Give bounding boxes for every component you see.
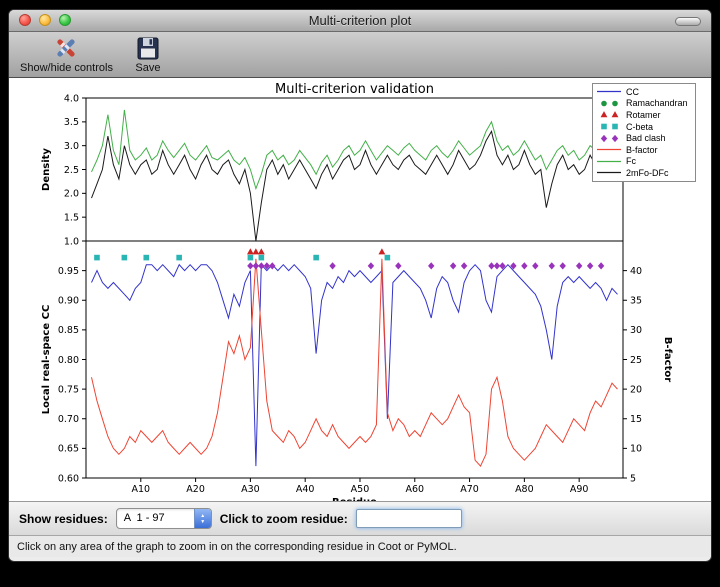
legend-entry: Bad clash	[596, 132, 692, 144]
svg-text:5: 5	[630, 473, 636, 484]
svg-text:1.0: 1.0	[64, 236, 79, 247]
svg-text:A80: A80	[515, 484, 534, 495]
svg-text:Density: Density	[41, 148, 52, 191]
svg-text:0.95: 0.95	[58, 266, 79, 277]
legend-label: Bad clash	[626, 133, 666, 144]
svg-text:0.65: 0.65	[58, 444, 79, 455]
status-text: Click on any area of the graph to zoom i…	[17, 540, 457, 553]
window: Multi-criterion plot Show/hide controls	[8, 9, 712, 562]
window-controls	[19, 14, 71, 26]
legend-label: C-beta	[626, 121, 654, 132]
legend-label: Rotamer	[626, 109, 661, 120]
legend-symbol-line	[597, 172, 621, 174]
legend-entry: Ramachandran	[596, 98, 692, 110]
svg-text:0.80: 0.80	[58, 355, 79, 366]
svg-text:3.5: 3.5	[64, 117, 79, 128]
svg-text:A70: A70	[460, 484, 479, 495]
show-residues-label: Show residues:	[19, 511, 108, 526]
legend-symbol-line	[597, 149, 621, 151]
svg-text:40: 40	[630, 266, 642, 277]
crossed-tools-icon	[57, 39, 76, 57]
legend-entry: C-beta	[596, 121, 692, 133]
window-title: Multi-criterion plot	[308, 13, 412, 28]
svg-text:30: 30	[630, 325, 642, 336]
titlebar: Multi-criterion plot	[9, 10, 711, 32]
svg-text:1.5: 1.5	[64, 212, 79, 223]
figure-svg[interactable]: Multi-criterion validation 1.0 1.5 2.0 2.5 3.…	[9, 78, 711, 501]
legend-symbol-line	[597, 91, 621, 93]
svg-text:25: 25	[630, 355, 642, 366]
legend-symbol-diamond	[600, 134, 619, 142]
status-bar: Click on any area of the graph to zoom i…	[9, 535, 711, 557]
legend-entry: B-factor	[596, 144, 692, 156]
legend-entry: CC	[596, 86, 692, 98]
legend-label: Ramachandran	[626, 98, 688, 109]
residue-range-value: A 1 - 97	[123, 512, 165, 524]
controls-bar: Show residues: A 1 - 97 ▲ ▼ Click to zoom…	[9, 501, 711, 535]
toolbar-toggle-capsule[interactable]	[675, 17, 701, 26]
svg-text:0.75: 0.75	[58, 384, 79, 395]
legend-symbol-line	[597, 160, 621, 163]
svg-text:0.60: 0.60	[58, 473, 79, 484]
svg-text:2.5: 2.5	[64, 165, 79, 176]
svg-text:0.85: 0.85	[58, 325, 79, 336]
svg-text:2.0: 2.0	[64, 189, 79, 200]
legend-symbol-circle	[601, 100, 618, 107]
toolbar-item-label: Show/hide controls	[20, 62, 113, 74]
legend-symbol-square	[601, 123, 618, 130]
show-hide-controls-button[interactable]: Show/hide controls	[17, 34, 116, 75]
svg-text:10: 10	[630, 444, 642, 455]
svg-text:3.0: 3.0	[64, 141, 79, 152]
legend-entry: 2mFo-DFc	[596, 167, 692, 179]
svg-text:35: 35	[630, 296, 642, 307]
plot-area: Multi-criterion validation 1.0 1.5 2.0 2.5 3.…	[9, 78, 711, 501]
svg-text:20: 20	[630, 384, 642, 395]
floppy-disk-icon	[137, 37, 159, 60]
legend-symbol-triangle	[600, 111, 619, 118]
svg-text:B-factor: B-factor	[662, 337, 673, 382]
legend-label: 2mFo-DFc	[626, 167, 669, 178]
residue-range-select[interactable]: A 1 - 97 ▲ ▼	[115, 508, 212, 529]
svg-text:A40: A40	[296, 484, 315, 495]
svg-text:A20: A20	[186, 484, 205, 495]
zoom-button[interactable]	[59, 14, 71, 26]
legend: CC Ramachandran Rotamer C-beta Bad clash B-fa…	[592, 83, 696, 182]
svg-text:15: 15	[630, 414, 642, 425]
stepper-arrows-icon: ▲ ▼	[193, 509, 211, 528]
legend-entry: Fc	[596, 156, 692, 168]
zoom-residue-label: Click to zoom residue:	[219, 511, 348, 526]
svg-text:A60: A60	[405, 484, 424, 495]
save-button[interactable]: Save	[132, 34, 164, 75]
svg-text:A50: A50	[351, 484, 370, 495]
svg-text:0.90: 0.90	[58, 296, 79, 307]
svg-text:Multi-criterion validation: Multi-criterion validation	[275, 82, 434, 97]
svg-text:A90: A90	[570, 484, 589, 495]
legend-label: CC	[626, 86, 639, 97]
svg-text:0.70: 0.70	[58, 414, 79, 425]
svg-text:A30: A30	[241, 484, 260, 495]
svg-text:Residue: Residue	[332, 497, 377, 501]
svg-text:Local real-space CC: Local real-space CC	[41, 305, 52, 415]
minimize-button[interactable]	[39, 14, 51, 26]
svg-text:A10: A10	[131, 484, 150, 495]
svg-text:4.0: 4.0	[64, 93, 79, 104]
toolbar: Show/hide controls Save	[9, 32, 711, 78]
legend-entry: Rotamer	[596, 109, 692, 121]
legend-label: B-factor	[626, 144, 658, 155]
close-button[interactable]	[19, 14, 31, 26]
toolbar-item-label: Save	[135, 62, 161, 74]
zoom-residue-input[interactable]	[355, 509, 462, 528]
legend-label: Fc	[626, 156, 636, 167]
